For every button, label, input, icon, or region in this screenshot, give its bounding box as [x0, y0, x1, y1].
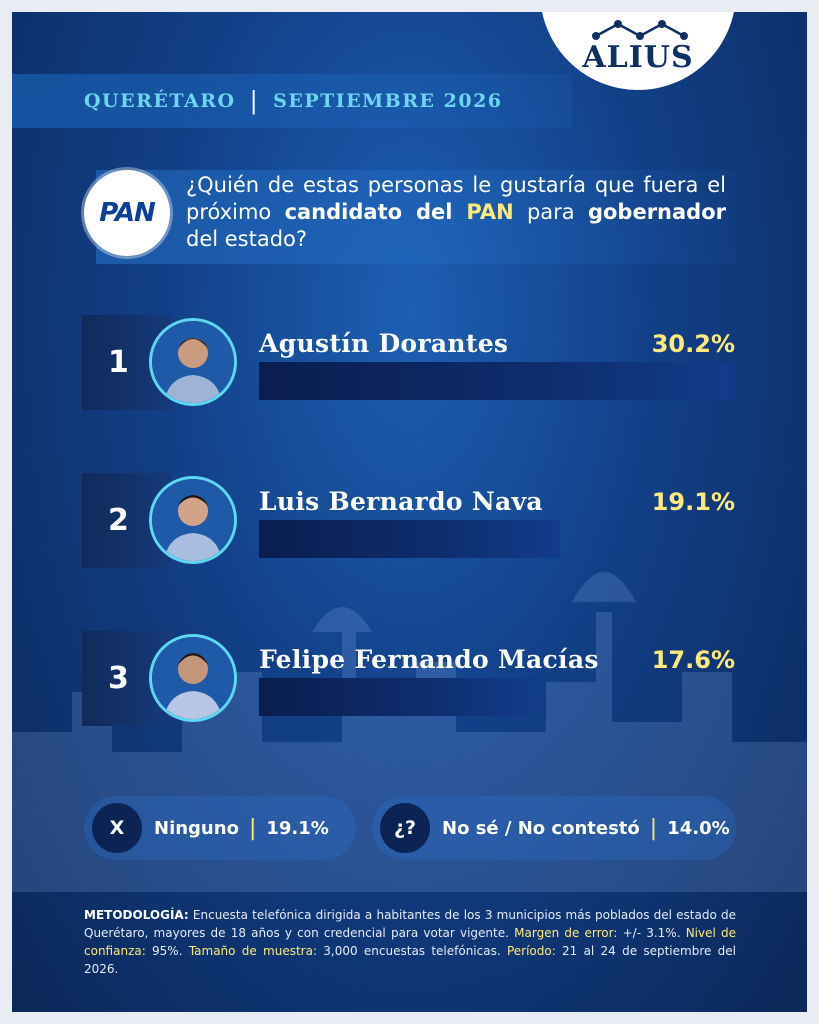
- header-band: [12, 74, 572, 128]
- result-bar: [259, 362, 735, 400]
- other-answer-none: X Ninguno | 19.1%: [84, 796, 356, 860]
- margin-label: Margen de error:: [514, 926, 618, 940]
- x-icon: X: [92, 803, 142, 853]
- candidate-photo: [149, 476, 237, 564]
- header-separator: |: [249, 87, 260, 115]
- pan-logo: PAN: [84, 170, 170, 256]
- rank-number: 3: [108, 661, 129, 696]
- rank-number: 1: [108, 345, 129, 380]
- result-bar: [259, 520, 560, 558]
- pan-logo-text: PAN: [99, 198, 156, 228]
- candidate-percentage: 17.6%: [651, 646, 735, 674]
- line-graph-icon: [592, 20, 688, 40]
- other-answer-value: 14.0%: [667, 817, 730, 839]
- other-answer-value: 19.1%: [266, 817, 329, 839]
- bar-track: [259, 362, 735, 400]
- candidate-photo: [149, 634, 237, 722]
- rank-number: 2: [108, 503, 129, 538]
- candidate-name: Luis Bernardo Nava: [259, 487, 543, 516]
- period-label: Período:: [506, 944, 556, 958]
- question-bold-2: gobernador: [587, 200, 726, 224]
- pill-separator: |: [649, 815, 658, 841]
- result-bar: [259, 678, 536, 716]
- methodology-note: METODOLOGÍA: Encuesta telefónica dirigid…: [84, 906, 736, 978]
- other-answer-label: No sé / No contestó: [442, 817, 640, 839]
- question-bold-1: candidato del: [284, 200, 467, 224]
- confidence-text: 95%.: [145, 944, 189, 958]
- question-highlight: PAN: [466, 200, 514, 224]
- candidate-name: Felipe Fernando Macías: [259, 645, 599, 674]
- pill-separator: |: [248, 815, 257, 841]
- sample-label: Tamaño de muestra:: [188, 944, 318, 958]
- methodology-label: METODOLOGÍA:: [84, 908, 189, 922]
- confidence-label: Nivel de confianza:: [84, 926, 737, 958]
- period-text: 21 al 24 de septiembre del 2026.: [84, 944, 736, 976]
- methodology-text: Encuesta telefónica dirigida a habitante…: [84, 908, 736, 940]
- sample-text: 3,000 encuestas telefónicas.: [317, 944, 507, 958]
- question-band: [96, 170, 736, 264]
- question-mark-icon: ¿?: [380, 803, 430, 853]
- candidate-percentage: 19.1%: [651, 488, 735, 516]
- poll-poster: QUERÉTARO | SEPTIEMBRE 2026 ALIUS PAN ¿Q…: [12, 12, 807, 1012]
- alius-logo: ALIUS: [582, 40, 694, 75]
- question-text-1: ¿Quién de estas personas le gustaría que…: [186, 173, 726, 224]
- other-answer-label: Ninguno: [154, 817, 239, 839]
- header-date: SEPTIEMBRE 2026: [273, 90, 503, 112]
- margin-text: +/- 3.1%.: [617, 926, 686, 940]
- header: QUERÉTARO | SEPTIEMBRE 2026: [84, 78, 503, 124]
- survey-question: ¿Quién de estas personas le gustaría que…: [186, 172, 726, 253]
- bar-track: [259, 520, 735, 558]
- candidate-name: Agustín Dorantes: [259, 329, 509, 358]
- question-text-3: del estado?: [186, 227, 308, 251]
- bar-track: [259, 678, 735, 716]
- question-text-2: para: [513, 200, 588, 224]
- candidate-photo: [149, 318, 237, 406]
- header-location: QUERÉTARO: [84, 90, 236, 112]
- other-answer-dont-know: ¿? No sé / No contestó | 14.0%: [372, 796, 736, 860]
- candidate-percentage: 30.2%: [651, 330, 735, 358]
